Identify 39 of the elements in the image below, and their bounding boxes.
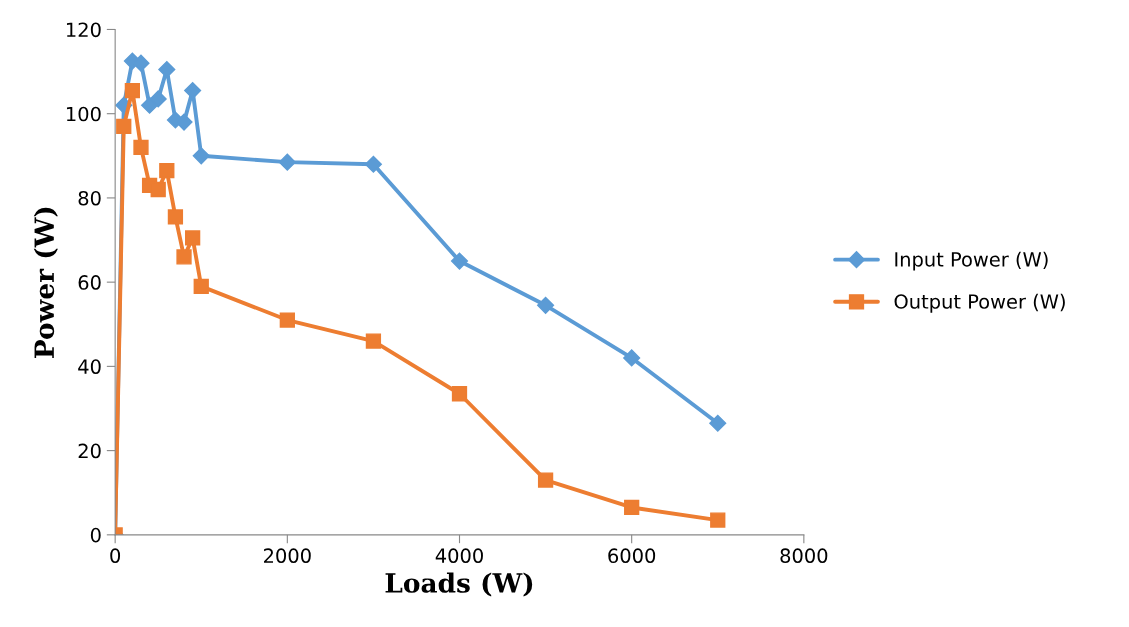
point xyxy=(537,472,554,488)
point xyxy=(159,162,175,179)
y-tick-label: 40 xyxy=(78,359,101,375)
point xyxy=(193,278,209,295)
point xyxy=(116,118,132,134)
point xyxy=(364,155,382,173)
y-tick-label: 20 xyxy=(78,443,101,459)
point xyxy=(278,153,296,171)
x-tick-label: 8000 xyxy=(780,548,828,564)
point xyxy=(624,499,640,516)
point xyxy=(133,139,149,156)
point xyxy=(451,386,468,402)
x-tick-label: 6000 xyxy=(608,548,656,564)
x-tick-label: 2000 xyxy=(264,548,311,564)
y-tick-label: 100 xyxy=(66,106,101,122)
x-tick-label: 4000 xyxy=(435,548,483,564)
x-tick-label: 0 xyxy=(110,548,121,564)
point xyxy=(184,230,201,246)
y-tick-label: 60 xyxy=(78,275,101,290)
point xyxy=(537,296,555,314)
y-tick-label: 80 xyxy=(78,190,101,206)
legend-label: Input Power (W) xyxy=(895,251,1048,271)
point xyxy=(623,349,641,367)
point xyxy=(124,82,141,99)
point xyxy=(192,147,210,165)
point xyxy=(710,512,726,528)
point xyxy=(279,312,295,328)
point xyxy=(167,209,184,225)
legend-label: Output Power (W) xyxy=(894,293,1065,313)
point xyxy=(176,249,192,265)
point xyxy=(149,90,167,108)
point xyxy=(709,414,727,432)
point xyxy=(365,333,382,349)
y-tick-label: 0 xyxy=(90,527,101,543)
x-axis-title: Loads (W) xyxy=(385,572,533,597)
y-tick-label: 120 xyxy=(66,22,101,38)
point xyxy=(450,252,469,270)
point xyxy=(150,181,166,198)
y-axis-title: Power (W) xyxy=(33,207,58,358)
